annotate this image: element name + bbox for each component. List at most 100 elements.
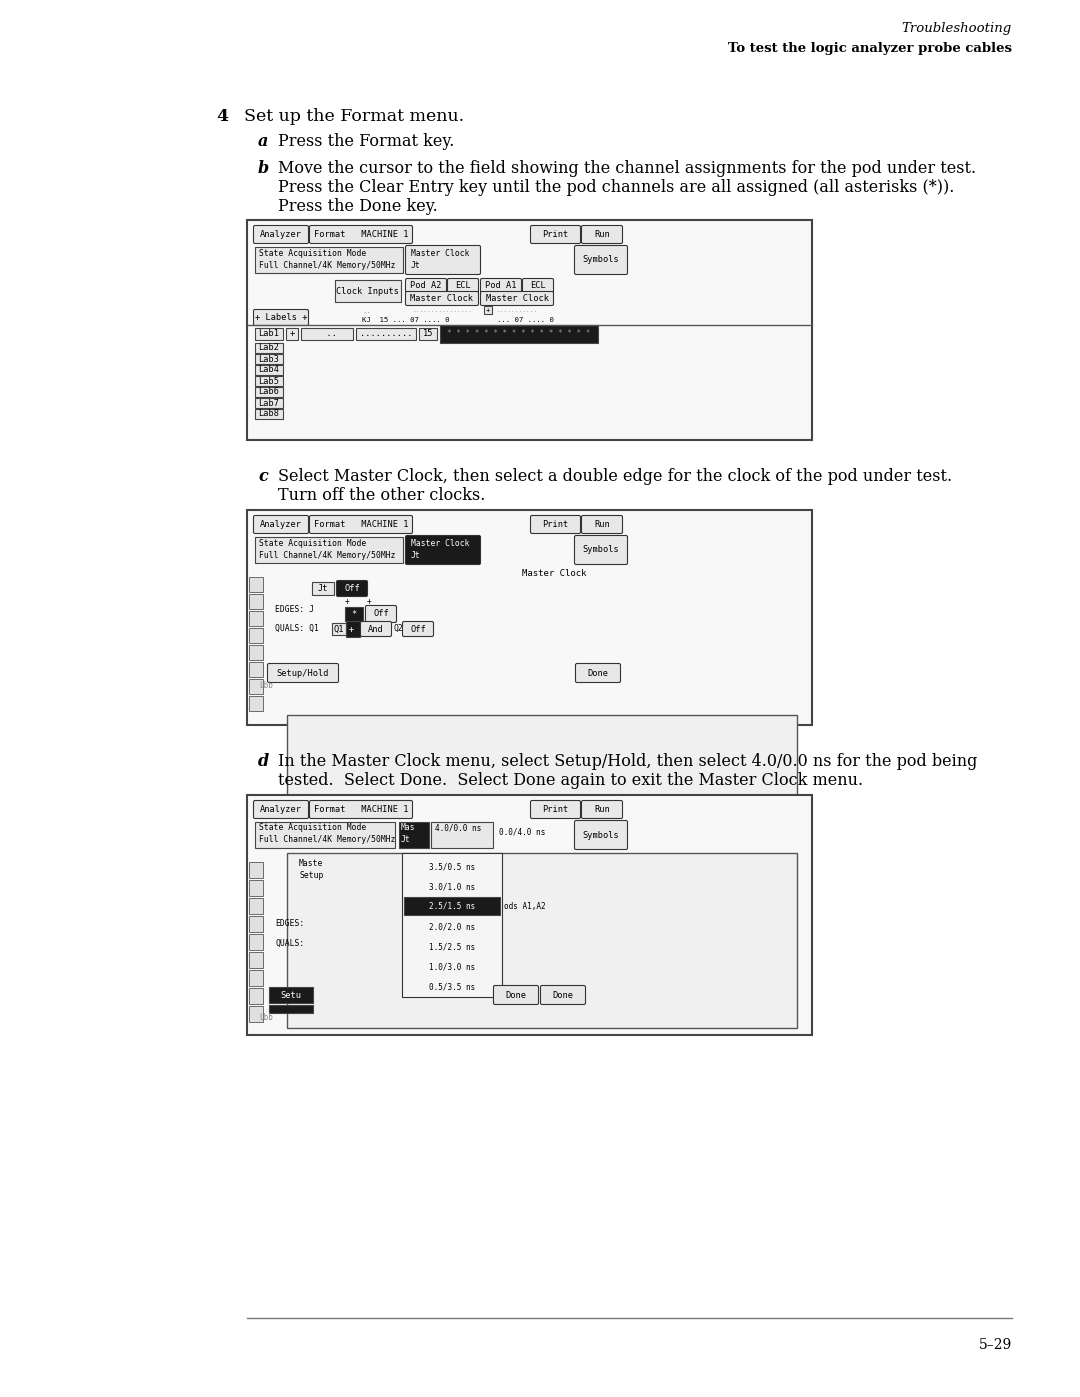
- Text: 2.0/2.0 ns: 2.0/2.0 ns: [429, 922, 475, 932]
- Text: 0.5/3.5 ns: 0.5/3.5 ns: [429, 982, 475, 992]
- Text: Q2: Q2: [394, 623, 404, 633]
- Text: State Acquisition Mode: State Acquisition Mode: [259, 823, 366, 833]
- Text: Move the cursor to the field showing the channel assignments for the pod under t: Move the cursor to the field showing the…: [278, 161, 976, 177]
- FancyBboxPatch shape: [523, 278, 554, 292]
- Text: Format   MACHINE 1: Format MACHINE 1: [314, 231, 408, 239]
- Text: Lab1: Lab1: [258, 330, 280, 338]
- FancyBboxPatch shape: [447, 278, 478, 292]
- FancyBboxPatch shape: [405, 292, 478, 306]
- Bar: [255, 353, 283, 365]
- Text: Press the Clear Entry key until the pod channels are all assigned (all asterisks: Press the Clear Entry key until the pod …: [278, 179, 955, 196]
- Text: Analyzer: Analyzer: [260, 231, 302, 239]
- Text: Jt: Jt: [411, 550, 421, 560]
- Bar: [249, 988, 264, 1004]
- Text: +: +: [349, 624, 354, 633]
- Bar: [255, 344, 283, 353]
- Text: ...........: ...........: [497, 309, 538, 313]
- Bar: [404, 897, 500, 915]
- Text: ..: ..: [362, 307, 370, 314]
- Text: In the Master Clock menu, select Setup/Hold, then select 4.0/0.0 ns for the pod : In the Master Clock menu, select Setup/H…: [278, 753, 977, 770]
- Text: a: a: [258, 133, 268, 149]
- Bar: [312, 583, 334, 595]
- Bar: [255, 821, 395, 848]
- Bar: [249, 880, 264, 895]
- Text: Done: Done: [505, 990, 527, 999]
- Text: ECL: ECL: [530, 281, 545, 291]
- Bar: [249, 679, 264, 694]
- Bar: [346, 622, 360, 637]
- Text: +: +: [486, 307, 490, 313]
- Text: Troubleshooting: Troubleshooting: [902, 22, 1012, 35]
- FancyBboxPatch shape: [365, 605, 396, 623]
- Bar: [249, 610, 264, 626]
- Text: Set up the Format menu.: Set up the Format menu.: [244, 108, 464, 124]
- Text: EDGES:: EDGES:: [275, 918, 305, 928]
- Text: Run: Run: [594, 520, 610, 529]
- Text: Setup: Setup: [299, 870, 323, 880]
- Text: Turn off the other clocks.: Turn off the other clocks.: [278, 488, 485, 504]
- FancyBboxPatch shape: [494, 985, 539, 1004]
- Text: Lab4: Lab4: [258, 366, 280, 374]
- Text: Jt: Jt: [318, 584, 328, 592]
- Bar: [301, 328, 353, 339]
- Bar: [249, 970, 264, 986]
- Text: Lab7: Lab7: [258, 398, 280, 408]
- Bar: [332, 623, 346, 636]
- Text: Pod A1: Pod A1: [485, 281, 516, 291]
- Text: And: And: [368, 624, 383, 633]
- Bar: [440, 326, 598, 344]
- Bar: [249, 1006, 264, 1023]
- Text: 3.0/1.0 ns: 3.0/1.0 ns: [429, 883, 475, 891]
- Text: Analyzer: Analyzer: [260, 805, 302, 814]
- Text: Master Clock: Master Clock: [411, 250, 470, 258]
- Text: Print: Print: [542, 805, 569, 814]
- Bar: [249, 951, 264, 968]
- Text: tested.  Select Done.  Select Done again to exit the Master Clock menu.: tested. Select Done. Select Done again t…: [278, 773, 863, 789]
- Bar: [287, 854, 797, 1028]
- Bar: [255, 536, 403, 563]
- Text: c: c: [258, 468, 268, 485]
- Text: Off: Off: [410, 624, 426, 633]
- Text: +: +: [345, 598, 350, 606]
- FancyBboxPatch shape: [403, 622, 433, 637]
- Text: Symbols: Symbols: [582, 545, 619, 555]
- FancyBboxPatch shape: [310, 515, 413, 534]
- Text: State Acquisition Mode: State Acquisition Mode: [259, 539, 366, 549]
- FancyBboxPatch shape: [575, 820, 627, 849]
- FancyBboxPatch shape: [254, 310, 309, 326]
- Text: To test the logic analyzer probe cables: To test the logic analyzer probe cables: [728, 42, 1012, 54]
- Bar: [419, 328, 437, 339]
- Text: 0.0/4.0 ns: 0.0/4.0 ns: [499, 827, 545, 837]
- Text: +: +: [367, 598, 372, 606]
- Text: Format   MACHINE 1: Format MACHINE 1: [314, 520, 408, 529]
- Bar: [249, 935, 264, 950]
- Bar: [399, 821, 429, 848]
- Bar: [356, 328, 416, 339]
- FancyBboxPatch shape: [530, 515, 581, 534]
- Text: Full Channel/4K Memory/50MHz: Full Channel/4K Memory/50MHz: [259, 261, 395, 271]
- Text: Done: Done: [553, 990, 573, 999]
- Text: Lbb: Lbb: [259, 680, 273, 690]
- Text: Full Channel/4K Memory/50MHz: Full Channel/4K Memory/50MHz: [259, 552, 395, 560]
- Text: Maste: Maste: [299, 859, 323, 868]
- Text: Master Clock: Master Clock: [410, 293, 473, 303]
- FancyBboxPatch shape: [268, 664, 338, 683]
- Text: ECL: ECL: [455, 281, 471, 291]
- Text: Lab3: Lab3: [258, 355, 280, 363]
- FancyBboxPatch shape: [581, 800, 622, 819]
- Text: Full Channel/4K Memory/50MHz: Full Channel/4K Memory/50MHz: [259, 835, 395, 845]
- Text: Run: Run: [594, 805, 610, 814]
- Text: Pod A2: Pod A2: [410, 281, 442, 291]
- Text: 2.5/1.5 ns: 2.5/1.5 ns: [429, 901, 475, 911]
- Bar: [335, 279, 401, 302]
- FancyBboxPatch shape: [576, 664, 621, 683]
- Bar: [247, 219, 812, 440]
- Bar: [255, 328, 283, 339]
- Text: +: +: [289, 330, 295, 338]
- Bar: [345, 608, 363, 622]
- Text: 1.5/2.5 ns: 1.5/2.5 ns: [429, 943, 475, 951]
- FancyBboxPatch shape: [581, 515, 622, 534]
- Text: KJ  15 ... 07 .... 0: KJ 15 ... 07 .... 0: [362, 317, 449, 323]
- Text: 5–29: 5–29: [978, 1338, 1012, 1352]
- Text: Q1: Q1: [334, 624, 345, 633]
